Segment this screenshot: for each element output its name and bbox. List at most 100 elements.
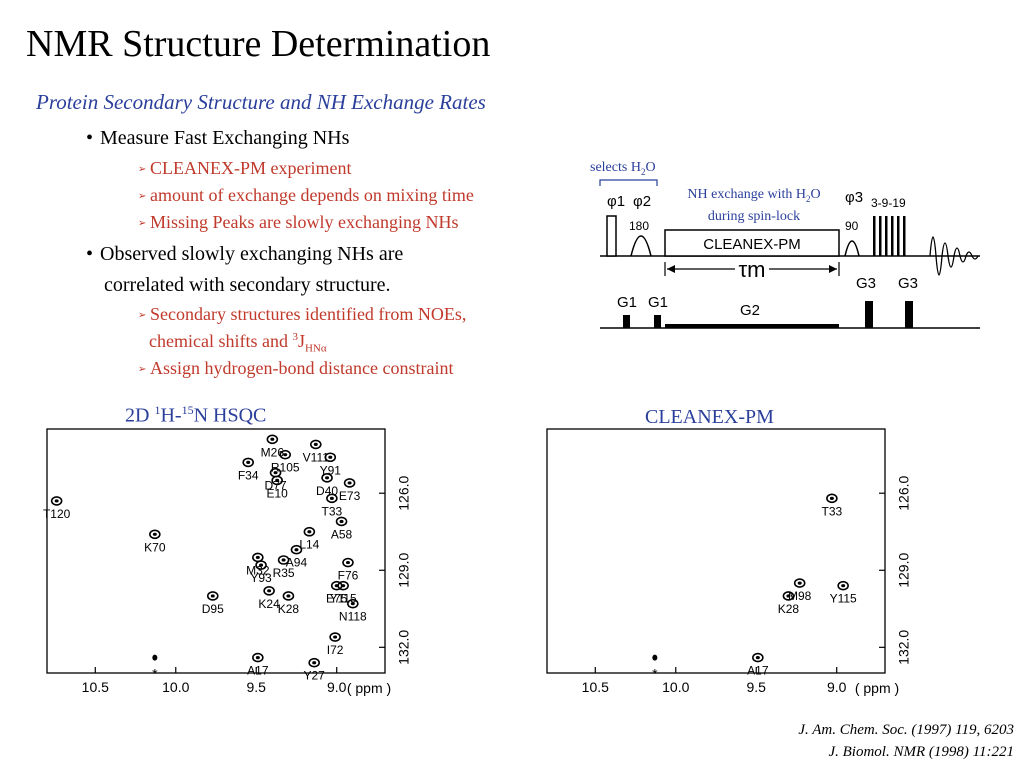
peak-contour bbox=[342, 557, 354, 568]
peak-center bbox=[339, 519, 344, 524]
title-text: N HSQC bbox=[193, 404, 267, 427]
selects-bracket bbox=[599, 179, 658, 186]
peak-center bbox=[281, 558, 286, 562]
nh-exchange-line1: NH exchange with H2O bbox=[664, 186, 844, 208]
peak-contour bbox=[335, 516, 348, 527]
peak-center bbox=[255, 655, 260, 660]
subscript: 2 bbox=[640, 166, 646, 177]
bullet-2-line2: correlated with secondary structure. bbox=[104, 274, 391, 296]
peak-center bbox=[246, 460, 251, 464]
peak-center bbox=[307, 530, 312, 534]
wate-pulse bbox=[897, 216, 900, 256]
arrow-icon: ➢ bbox=[138, 310, 147, 321]
peak-contour bbox=[50, 496, 63, 506]
peak-label: K24 bbox=[258, 597, 280, 611]
peak-center bbox=[255, 555, 260, 560]
peak-label: N118 bbox=[339, 610, 367, 624]
peak-center bbox=[328, 455, 333, 459]
gradient-g3 bbox=[865, 301, 873, 328]
peak-label: L14 bbox=[299, 538, 319, 552]
fid-signal bbox=[929, 236, 979, 276]
peak-label: T120 bbox=[43, 507, 71, 521]
peak-contour bbox=[206, 591, 219, 601]
peak-center bbox=[275, 478, 280, 482]
peak-contour bbox=[652, 654, 658, 661]
arrowhead bbox=[667, 265, 675, 273]
label-text: NH exchange with H bbox=[687, 187, 806, 202]
peak-label: M98 bbox=[788, 589, 812, 603]
gradient-g3 bbox=[905, 301, 913, 328]
peak-center bbox=[797, 581, 802, 585]
subscript: 2 bbox=[805, 193, 811, 204]
sub-bullet-text: CLEANEX-PM experiment bbox=[150, 158, 352, 178]
x-tick-label: 9.5 bbox=[747, 679, 767, 695]
peak-contour bbox=[782, 591, 795, 601]
x-tick-label: 10.0 bbox=[162, 679, 189, 695]
peak-label: M26 bbox=[261, 445, 285, 459]
peak-label: F76 bbox=[338, 569, 359, 583]
cleanex-block-label: CLEANEX-PM bbox=[703, 236, 801, 253]
peak-center bbox=[755, 655, 760, 660]
tau-label: τm bbox=[738, 257, 765, 282]
title-text: H- bbox=[160, 404, 182, 427]
peak-center bbox=[841, 584, 846, 588]
peak-label: * bbox=[652, 666, 658, 682]
peak-contour bbox=[826, 493, 838, 504]
bullet-1: • Measure Fast Exchanging NHs bbox=[86, 127, 349, 150]
pulse-phi1 bbox=[606, 215, 617, 257]
label-text: O bbox=[810, 187, 821, 202]
wate-pulse bbox=[903, 216, 906, 256]
gradient-label: G1 bbox=[648, 294, 668, 311]
peak-contour bbox=[252, 652, 264, 663]
y-tick-label: 132.0 bbox=[896, 630, 912, 665]
x-tick-label: 9.0 bbox=[827, 679, 847, 695]
y-tick-label: 132.0 bbox=[396, 630, 412, 665]
y-tick-label: 129.0 bbox=[396, 553, 412, 588]
peak-label: Y27 bbox=[304, 669, 326, 683]
peak-label: E75 bbox=[326, 592, 348, 606]
label-text: O bbox=[645, 160, 656, 175]
peak-label: A17 bbox=[747, 664, 769, 678]
x-tick-label: 10.0 bbox=[662, 679, 689, 695]
pulse-sequence-diagram: φ1 φ2 180 φ3 90 3-9-19 CLEANEX-PM τm G1 … bbox=[599, 179, 980, 329]
cleanex-title: CLEANEX-PM bbox=[645, 406, 774, 428]
peak-contour bbox=[337, 580, 349, 591]
peak-label: F34 bbox=[238, 468, 259, 482]
peak-label: M32 bbox=[246, 563, 270, 577]
wate-pulse bbox=[891, 216, 894, 256]
sub-bullet: ➢ amount of exchange depends on mixing ti… bbox=[138, 185, 474, 206]
arrow-icon: ➢ bbox=[138, 218, 147, 229]
citation-2: J. Biomol. NMR (1998) 11:221 bbox=[828, 744, 1014, 760]
peak-center bbox=[786, 594, 791, 598]
sub-bullet: ➢ Missing Peaks are slowly exchanging NHs bbox=[138, 212, 458, 233]
peak-label: A17 bbox=[247, 664, 269, 678]
selective-pulse bbox=[630, 235, 652, 257]
peak-center bbox=[210, 594, 215, 598]
slide-subtitle: Protein Secondary Structure and NH Excha… bbox=[36, 90, 486, 114]
hsqc-title: 2D 1H-15N HSQC bbox=[125, 403, 266, 428]
sub-bullet: ➢ Secondary structures identified from NO… bbox=[138, 304, 466, 325]
selects-h2o-label: selects H2O bbox=[590, 160, 656, 177]
sub-bullet-text: Missing Peaks are slowly exchanging NHs bbox=[150, 212, 459, 232]
x-tick-label: 9.0 bbox=[327, 679, 347, 695]
peak-center bbox=[259, 563, 264, 567]
title-text: 2D bbox=[125, 404, 155, 427]
peak-label: A94 bbox=[286, 556, 308, 570]
peak-contour bbox=[282, 591, 295, 601]
nh-exchange-line2: during spin-lock bbox=[707, 208, 801, 224]
wate-pulse bbox=[873, 216, 876, 256]
peak-contour bbox=[149, 529, 161, 540]
sub-bullet: ➢ Assign hydrogen-bond distance constrain… bbox=[138, 358, 453, 379]
gradient-label: G2 bbox=[740, 302, 760, 319]
ppm-unit-label: ( ppm ) bbox=[855, 680, 899, 696]
arrowhead bbox=[829, 265, 837, 273]
pulse-90-label: 90 bbox=[845, 219, 859, 233]
peak-label: V111 bbox=[303, 450, 330, 464]
arrow-icon: ➢ bbox=[138, 364, 147, 375]
peak-center bbox=[312, 661, 317, 665]
peak-contour bbox=[271, 475, 283, 486]
peak-contour bbox=[324, 452, 337, 463]
peak-center bbox=[273, 471, 278, 475]
gradient-label: G3 bbox=[898, 275, 918, 292]
peak-contour bbox=[309, 439, 322, 450]
